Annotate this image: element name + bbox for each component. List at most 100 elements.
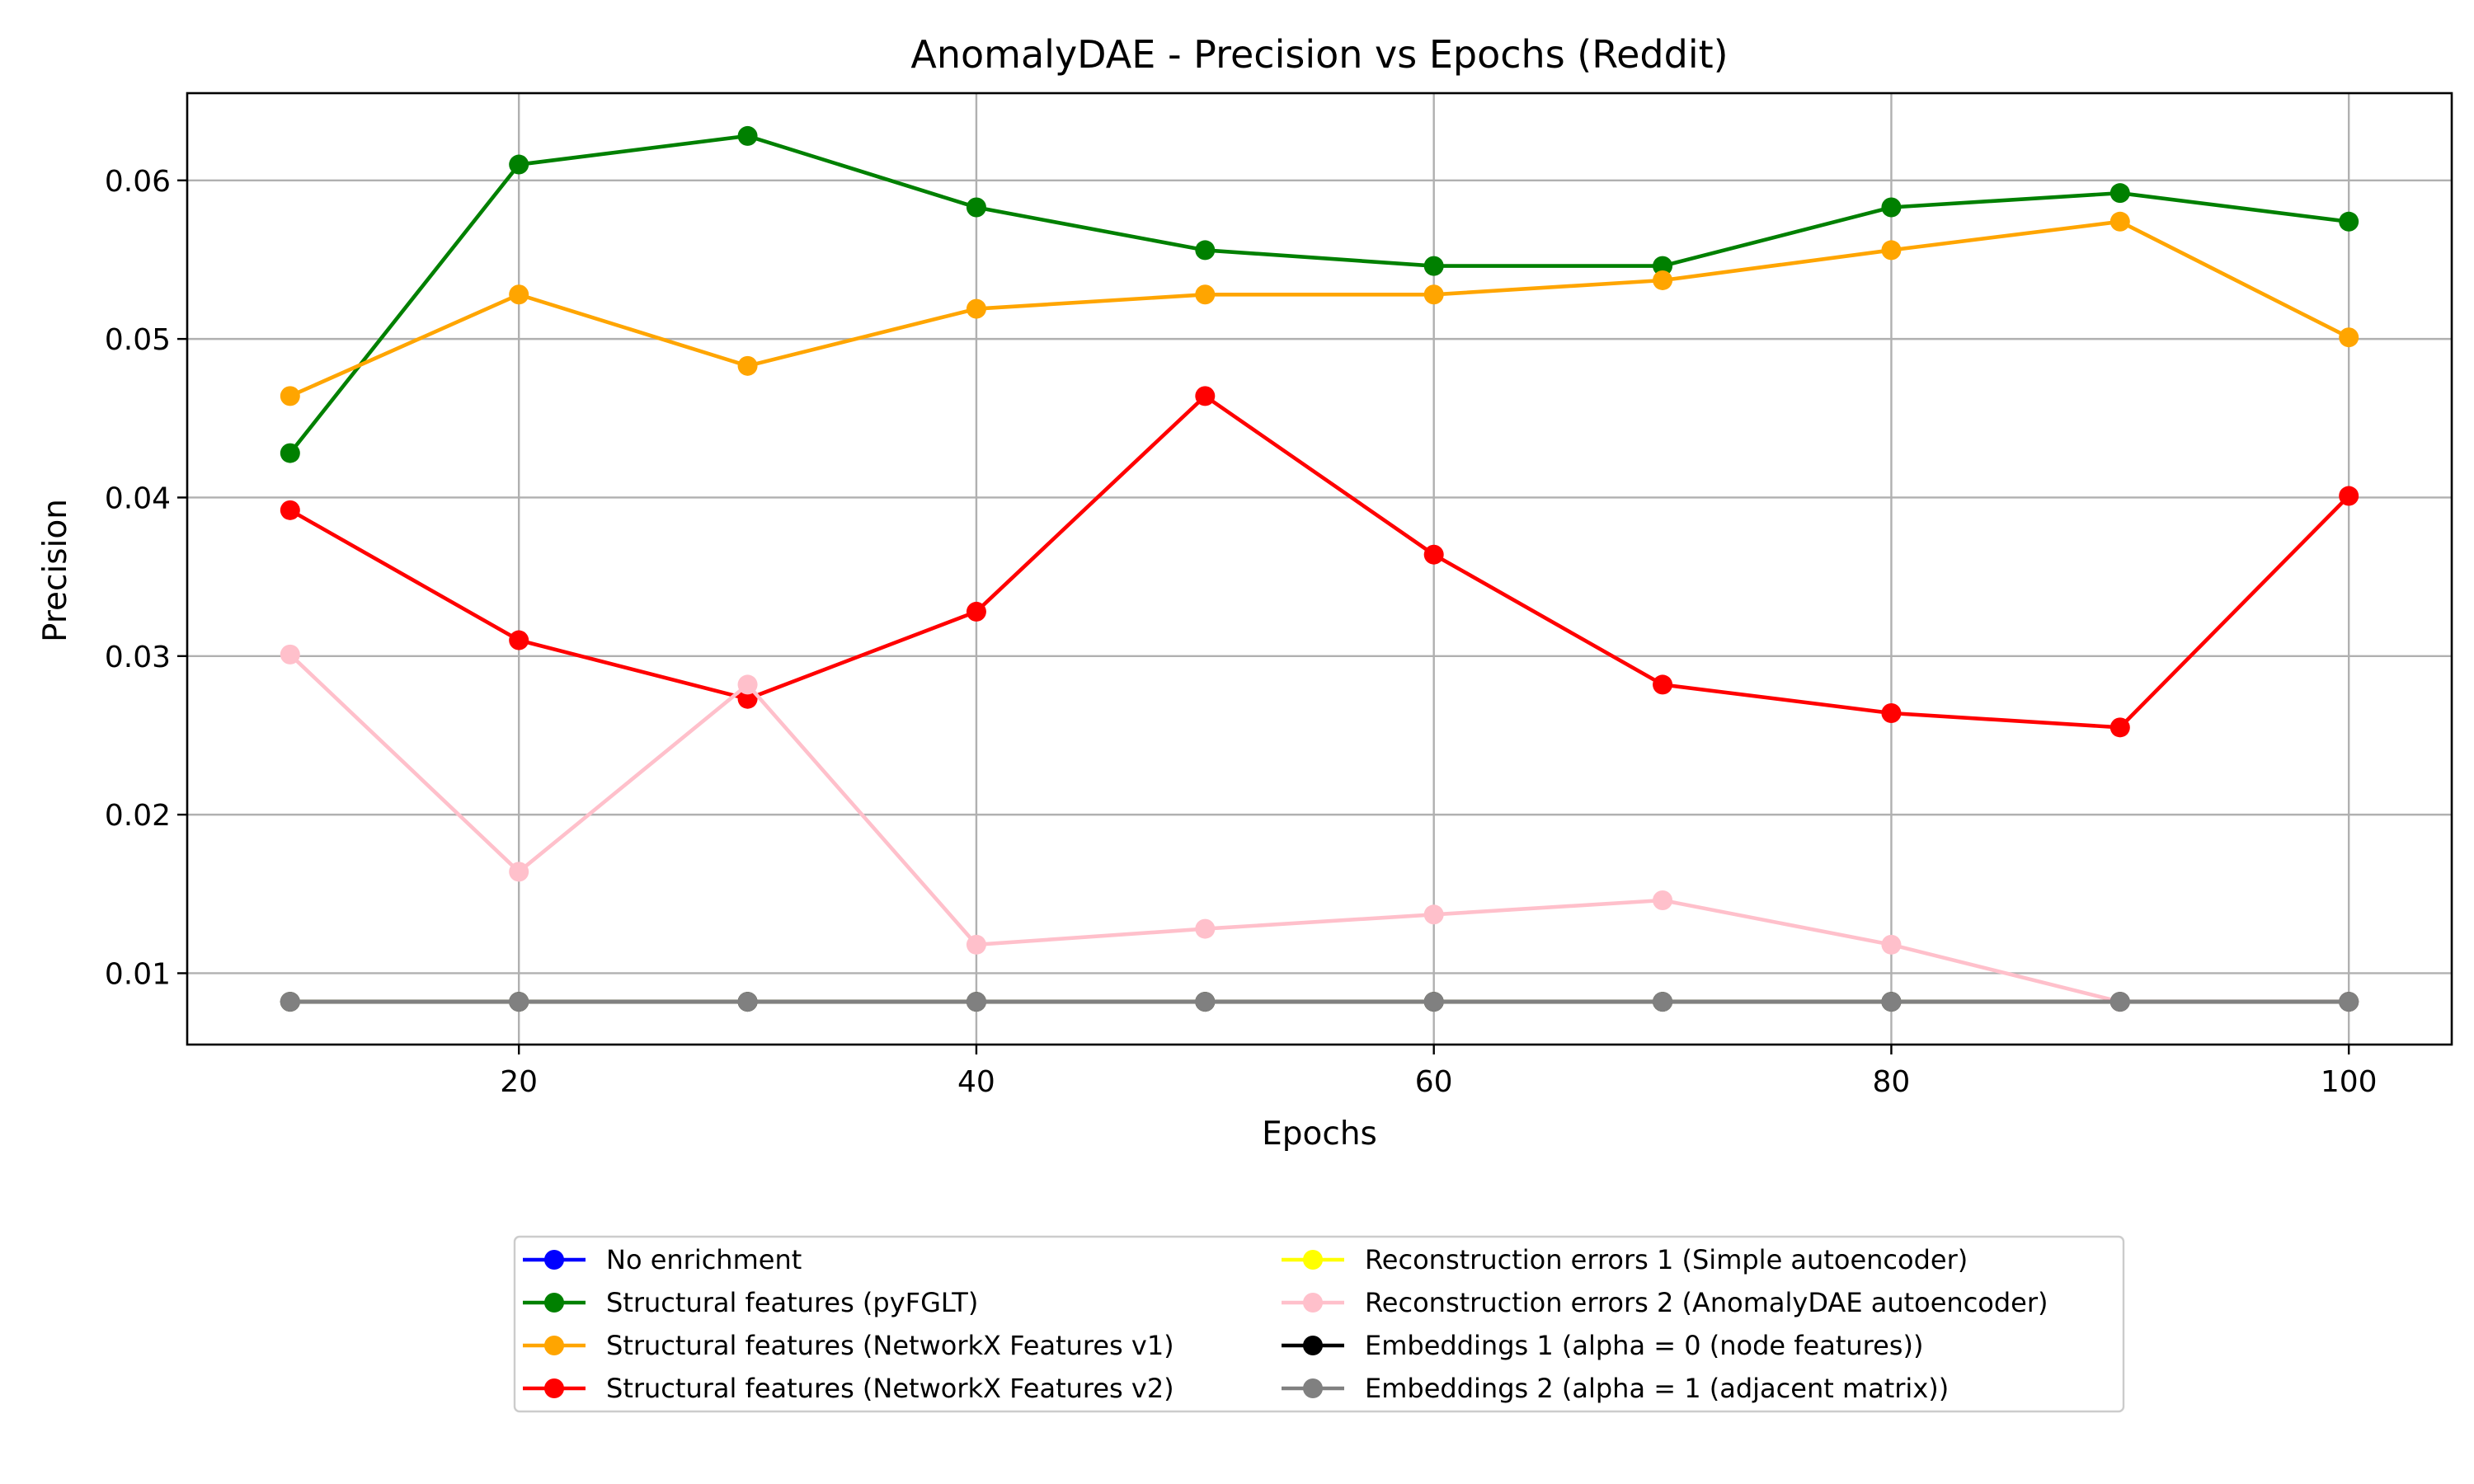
data-point (1653, 256, 1673, 276)
data-point (1881, 197, 1902, 218)
y-axis-label: Precision (37, 499, 74, 642)
legend-entry: Structural features (NetworkX Features v… (523, 1330, 1174, 1361)
legend-entry: Reconstruction errors 2 (AnomalyDAE auto… (1282, 1287, 2048, 1318)
data-point (966, 298, 986, 319)
data-point (280, 992, 300, 1012)
legend-entry: Reconstruction errors 1 (Simple autoenco… (1282, 1244, 1968, 1275)
x-tick-label: 40 (957, 1065, 995, 1099)
legend-entry: Embeddings 1 (alpha = 0 (node features)) (1282, 1330, 1923, 1361)
legend-marker (1303, 1293, 1323, 1313)
data-point (1423, 284, 1444, 305)
legend-marker (1303, 1336, 1323, 1355)
data-point (1195, 918, 1216, 939)
x-tick-label: 60 (1415, 1065, 1453, 1099)
data-point (2339, 486, 2359, 506)
series-3 (280, 211, 2359, 406)
data-point (1195, 992, 1216, 1012)
legend-marker (544, 1293, 564, 1313)
data-point (2109, 183, 2130, 204)
data-point (2339, 327, 2359, 348)
data-point (1423, 992, 1444, 1012)
y-tick-label: 0.05 (105, 323, 171, 357)
data-point (2109, 717, 2130, 738)
legend-label: Structural features (pyFGLT) (606, 1287, 978, 1318)
x-tick-label: 80 (1873, 1065, 1911, 1099)
data-point (1423, 544, 1444, 565)
axis-ticks: 20 40 60 80 100 0.01 0.02 0.03 0.04 0.05 0.06 (105, 165, 2378, 1099)
data-point (737, 355, 758, 376)
legend-label: Structural features (NetworkX Features v… (606, 1373, 1174, 1404)
legend-items: No enrichment Structural features (pyFGLT… (523, 1244, 2048, 1404)
data-point (1195, 284, 1216, 305)
data-point (737, 674, 758, 695)
x-tick-label: 100 (2321, 1065, 2378, 1099)
legend-marker (1303, 1378, 1323, 1398)
data-point (737, 688, 758, 709)
data-point (1881, 934, 1902, 955)
series-line (289, 394, 2350, 730)
data-point (280, 443, 300, 463)
series-line (289, 219, 2350, 398)
data-point (2109, 992, 2130, 1012)
legend-label: Structural features (NetworkX Features v… (606, 1330, 1174, 1361)
legend-entry: Structural features (pyFGLT) (523, 1287, 978, 1318)
legend-label: No enrichment (606, 1244, 802, 1275)
data-point (1195, 386, 1216, 406)
data-point (1195, 240, 1216, 261)
data-point (1653, 674, 1673, 695)
data-point (2339, 211, 2359, 232)
data-point (966, 992, 986, 1012)
series-2 (280, 125, 2359, 463)
y-tick-label: 0.04 (105, 481, 171, 515)
data-point (2109, 211, 2130, 232)
legend-entry: Structural features (NetworkX Features v… (523, 1373, 1174, 1404)
y-tick-label: 0.06 (105, 165, 171, 199)
series-4 (280, 386, 2359, 738)
y-tick-label: 0.01 (105, 957, 171, 991)
series-layer (280, 125, 2359, 1012)
legend-label: Embeddings 2 (alpha = 1 (adjacent matrix… (1365, 1373, 1949, 1404)
series-line (288, 134, 2349, 455)
legend-label: Reconstruction errors 2 (AnomalyDAE auto… (1365, 1287, 2048, 1318)
data-point (280, 644, 300, 665)
legend-marker (544, 1336, 564, 1355)
data-point (1423, 256, 1444, 276)
data-point (1881, 703, 1902, 724)
data-point (1881, 240, 1902, 261)
data-point (509, 630, 529, 650)
y-tick-label: 0.03 (105, 641, 171, 674)
data-point (1881, 992, 1902, 1012)
x-axis-label: Epochs (1262, 1115, 1377, 1153)
data-point (737, 992, 758, 1012)
data-point (280, 386, 300, 406)
y-tick-label: 0.02 (105, 799, 171, 833)
data-point (509, 154, 529, 175)
data-point (1653, 992, 1673, 1012)
series-8 (280, 992, 2359, 1012)
data-point (966, 601, 986, 622)
data-point (1653, 270, 1673, 290)
legend-entry: Embeddings 2 (alpha = 1 (adjacent matrix… (1282, 1373, 1949, 1404)
legend-marker (544, 1378, 564, 1398)
data-point (509, 862, 529, 882)
data-point (2339, 992, 2359, 1012)
legend: No enrichment Structural features (pyFGLT… (513, 1235, 2125, 1413)
data-point (1423, 904, 1444, 925)
data-point (1653, 890, 1673, 910)
legend-marker (544, 1250, 564, 1270)
chart-title: AnomalyDAE - Precision vs Epochs (Reddit… (910, 32, 1728, 77)
data-point (509, 284, 529, 305)
data-point (966, 934, 986, 955)
x-tick-label: 20 (500, 1065, 538, 1099)
legend-label: Reconstruction errors 1 (Simple autoenco… (1365, 1244, 1968, 1275)
data-point (280, 500, 300, 520)
grid-lines (187, 93, 2452, 1045)
data-point (509, 992, 529, 1012)
data-point (737, 125, 758, 146)
series-line (289, 653, 2349, 1004)
plot-frame (186, 92, 2453, 1046)
legend-marker (1303, 1250, 1323, 1270)
legend-entry: No enrichment (523, 1244, 802, 1275)
